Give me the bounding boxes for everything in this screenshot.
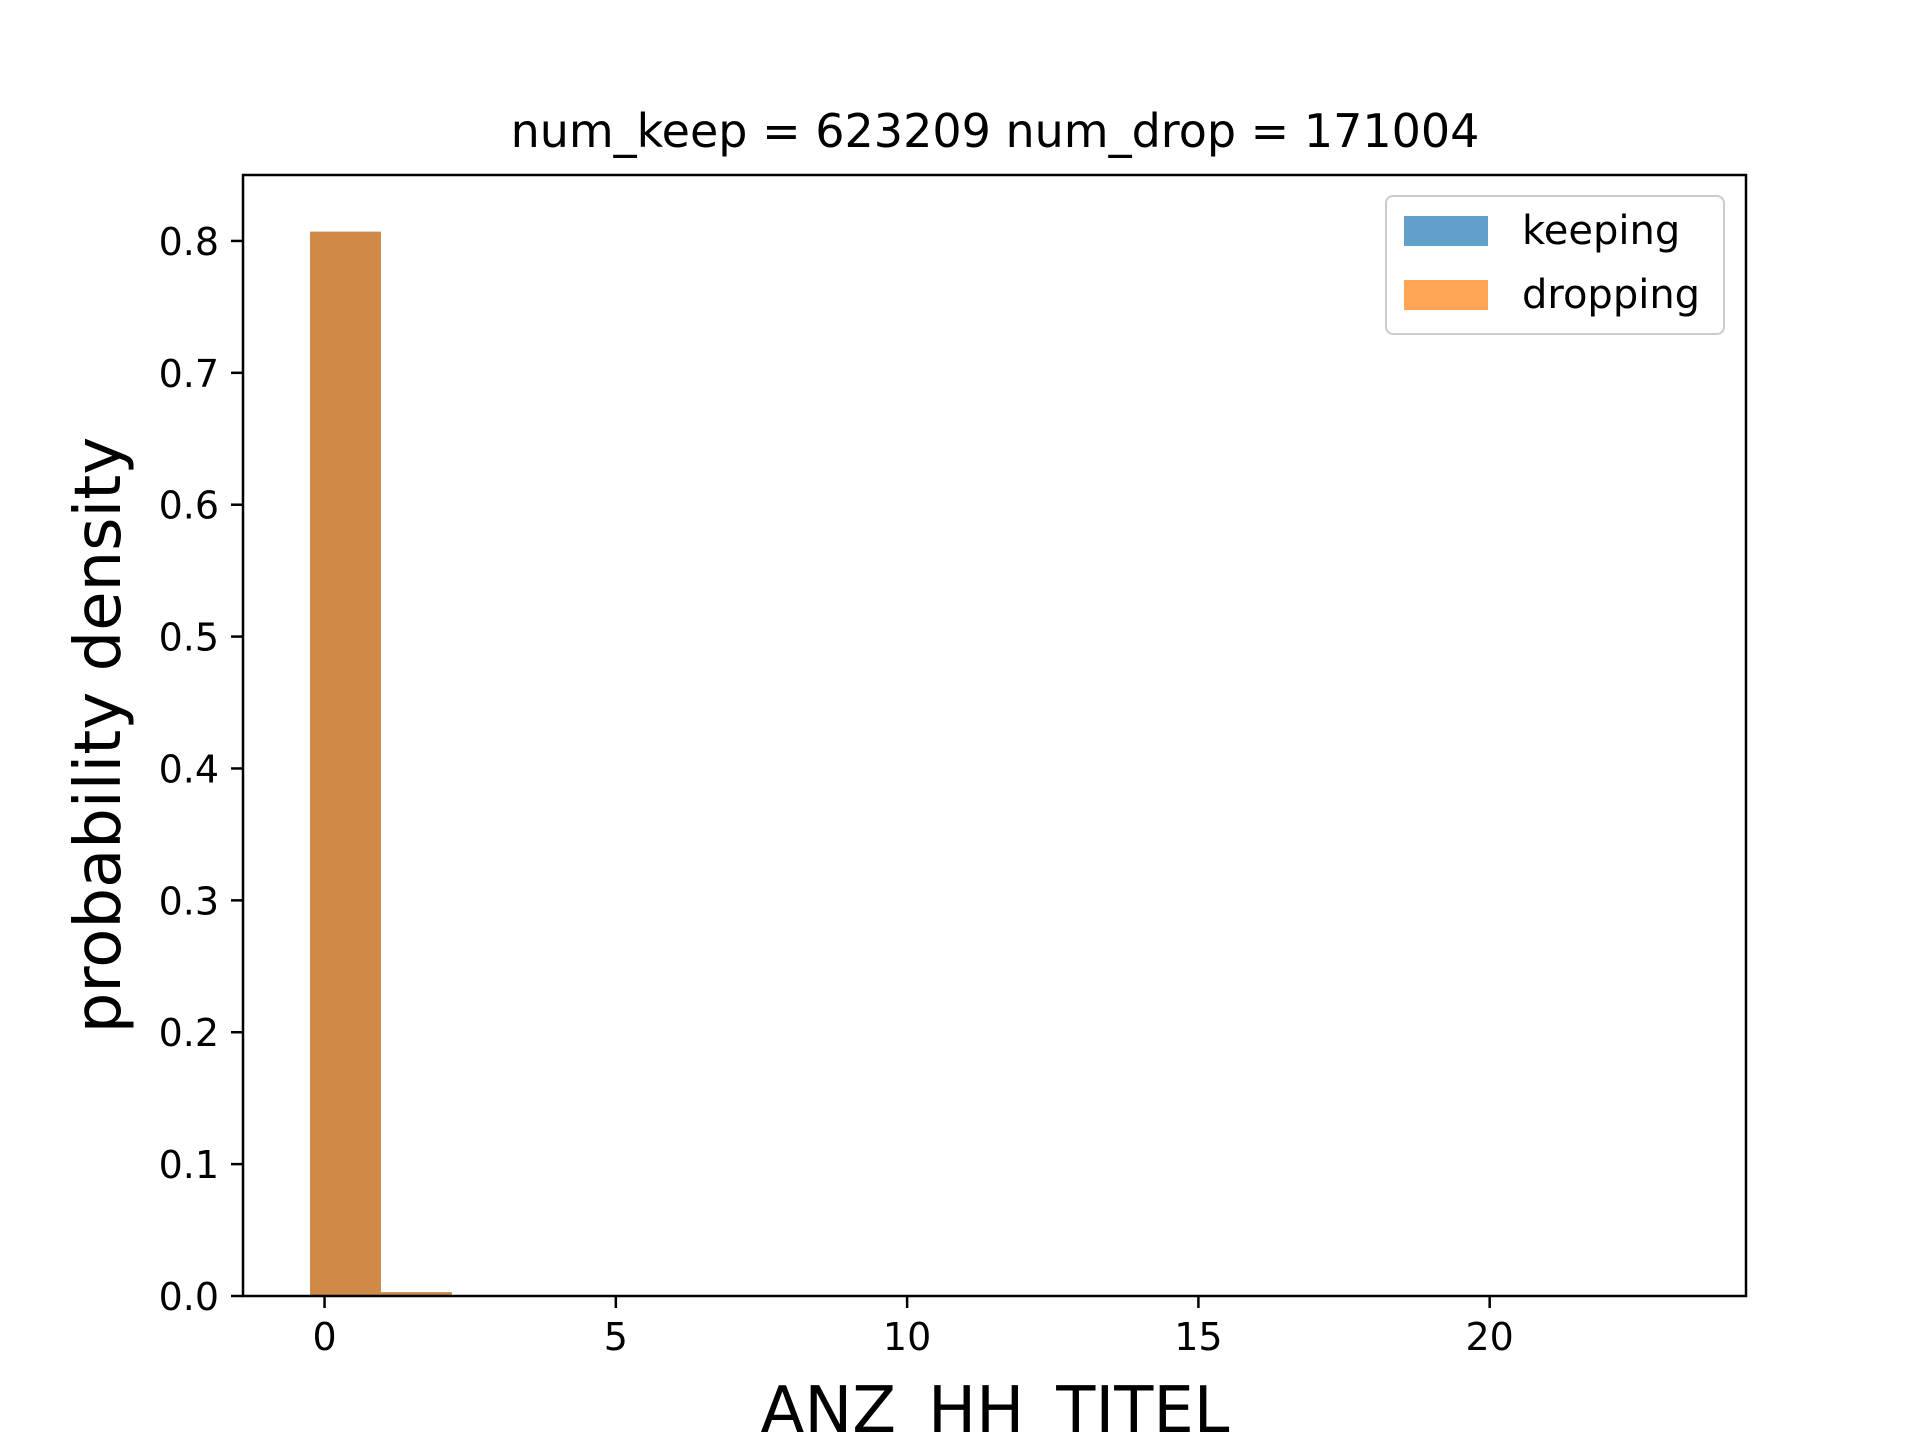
x-tick-label: 20 <box>1465 1315 1513 1359</box>
x-tick-label: 10 <box>883 1315 931 1359</box>
chart-title: num_keep = 623209 num_drop = 171004 <box>511 104 1480 158</box>
legend: keeping dropping <box>1385 195 1725 335</box>
bars-layer <box>309 231 452 1296</box>
legend-label-dropping: dropping <box>1522 272 1700 318</box>
x-tick-label: 5 <box>604 1315 628 1359</box>
legend-swatch-dropping <box>1404 280 1488 310</box>
y-tick-label: 0.4 <box>159 747 219 791</box>
plot-frame <box>241 173 1748 1298</box>
y-tick-label: 0.3 <box>159 879 219 923</box>
x-axis-ticks: 0 5 10 15 20 <box>312 1296 1514 1359</box>
legend-swatch-keeping <box>1404 216 1488 246</box>
x-tick-label: 15 <box>1174 1315 1222 1359</box>
y-tick-label: 0.7 <box>159 352 219 396</box>
y-tick-label: 0.8 <box>159 220 219 264</box>
y-tick-label: 0.6 <box>159 484 219 528</box>
bar-dropping-bin-0 <box>309 231 381 1296</box>
x-axis-label: ANZ_HH_TITEL <box>761 1374 1230 1440</box>
bar-dropping-bin-1 <box>380 1292 452 1296</box>
y-axis-ticks: 0.0 0.1 0.2 0.3 0.4 0.5 0.6 0.7 0.8 <box>159 220 243 1319</box>
y-axis-label: probability density <box>62 437 136 1033</box>
y-tick-label: 0.5 <box>159 616 219 660</box>
legend-label-keeping: keeping <box>1522 208 1680 254</box>
y-tick-label: 0.0 <box>159 1275 219 1319</box>
y-tick-label: 0.1 <box>159 1143 219 1187</box>
y-tick-label: 0.2 <box>159 1011 219 1055</box>
x-tick-label: 0 <box>312 1315 336 1359</box>
